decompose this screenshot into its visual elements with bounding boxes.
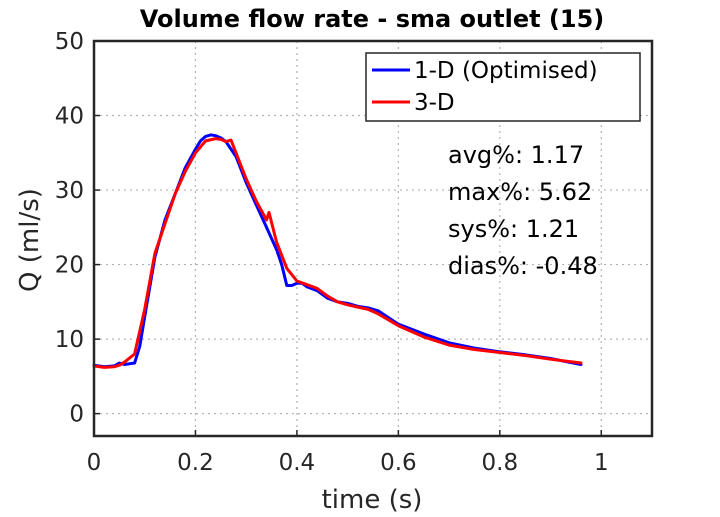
y-tick-label: 30: [55, 178, 84, 204]
x-tick-label: 0.6: [380, 450, 417, 476]
annotation-dias: dias%: -0.48: [448, 252, 598, 280]
series-line-1d-optimised: [92, 133, 583, 369]
series-layer: [92, 133, 583, 369]
legend-box: [365, 52, 641, 122]
x-tick-label: 0.2: [177, 450, 214, 476]
x-tick-label: 0: [87, 450, 102, 476]
x-axis-label: time (s): [322, 485, 423, 515]
annotation-max: max%: 5.62: [448, 178, 592, 206]
y-tick-label: 0: [69, 402, 84, 428]
series-line-3d: [92, 137, 583, 369]
plot-area-frame: [92, 39, 654, 438]
y-tick-label: 20: [55, 253, 84, 279]
legend: 1-D (Optimised) 3-D: [365, 52, 641, 122]
legend-label-1d: 1-D (Optimised): [414, 58, 598, 84]
x-tick-label: 0.8: [482, 450, 519, 476]
annotation-sys: sys%: 1.21: [448, 215, 579, 243]
x-tick-label: 0.4: [279, 450, 316, 476]
x-tick-label: 1: [594, 450, 609, 476]
y-tick-label: 40: [55, 104, 84, 130]
y-tick-label: 10: [55, 327, 84, 353]
y-axis-label: Q (ml/s): [15, 188, 45, 292]
annotation-avg: avg%: 1.17: [448, 141, 584, 169]
error-metrics: avg%: 1.17 max%: 5.62 sys%: 1.21 dias%: …: [448, 141, 598, 280]
y-tick-label: 50: [55, 29, 84, 55]
chart-title: Volume flow rate - sma outlet (15): [140, 5, 605, 33]
legend-label-3d: 3-D: [414, 90, 455, 116]
